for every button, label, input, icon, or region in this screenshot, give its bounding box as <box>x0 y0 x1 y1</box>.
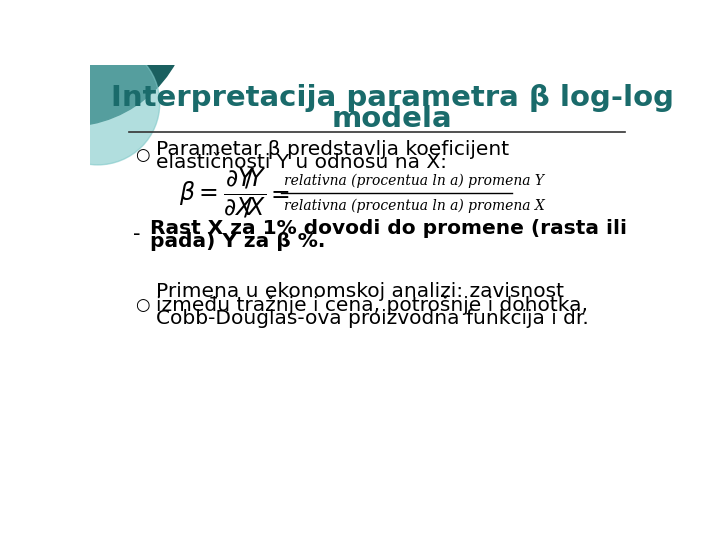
Text: pada) Y za β %.: pada) Y za β %. <box>150 232 326 252</box>
Text: između tražnje i cena, potrošnje i dohotka,: između tražnje i cena, potrošnje i dohot… <box>156 295 588 315</box>
Text: $=$: $=$ <box>266 182 289 205</box>
Circle shape <box>36 42 160 165</box>
Text: Cobb-Douglas-ova proizvodna funkcija i dr.: Cobb-Douglas-ova proizvodna funkcija i d… <box>156 309 589 328</box>
Text: relativna (procentua ln a) promena Y: relativna (procentua ln a) promena Y <box>284 174 544 188</box>
Text: $\beta = \dfrac{\partial Y\!\!/\!Y}{\partial X\!\!/\!X}$: $\beta = \dfrac{\partial Y\!\!/\!Y}{\par… <box>179 167 266 220</box>
Circle shape <box>0 0 191 126</box>
Text: ○: ○ <box>135 146 150 164</box>
Text: relativna (procentua ln a) promena X: relativna (procentua ln a) promena X <box>284 199 544 213</box>
Text: Interpretacija parametra β log-log: Interpretacija parametra β log-log <box>111 84 674 112</box>
Text: elastičnosti Y u odnosu na X:: elastičnosti Y u odnosu na X: <box>156 153 447 172</box>
Text: modela: modela <box>332 105 453 133</box>
Text: -: - <box>132 224 140 244</box>
Text: Rast X za 1% dovodi do promene (rasta ili: Rast X za 1% dovodi do promene (rasta il… <box>150 219 627 238</box>
Text: Parametar β predstavlja koeficijent: Parametar β predstavlja koeficijent <box>156 140 509 159</box>
Text: Primena u ekonomskoj analizi: zavisnost: Primena u ekonomskoj analizi: zavisnost <box>156 282 564 301</box>
Text: ○: ○ <box>135 296 150 314</box>
